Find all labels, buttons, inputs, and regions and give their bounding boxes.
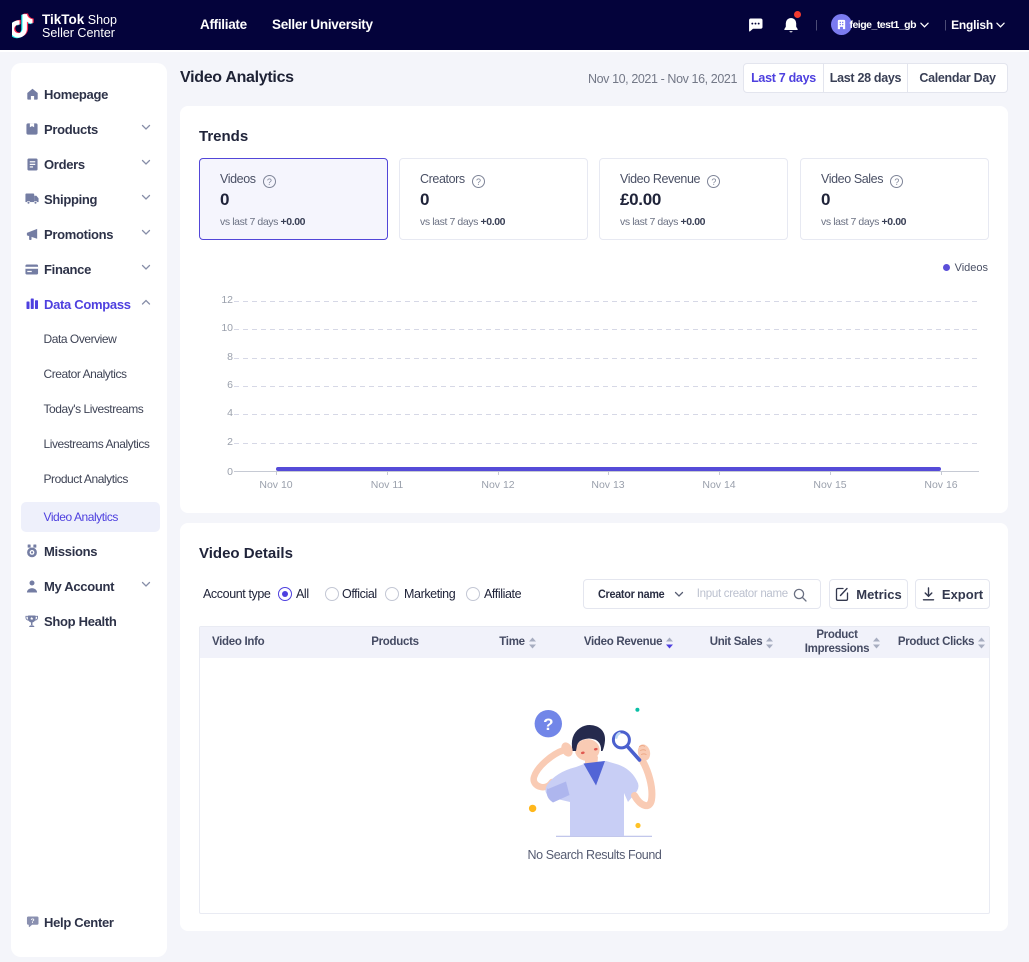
svg-text:?: ? — [543, 715, 553, 734]
svg-text:?: ? — [30, 918, 34, 925]
